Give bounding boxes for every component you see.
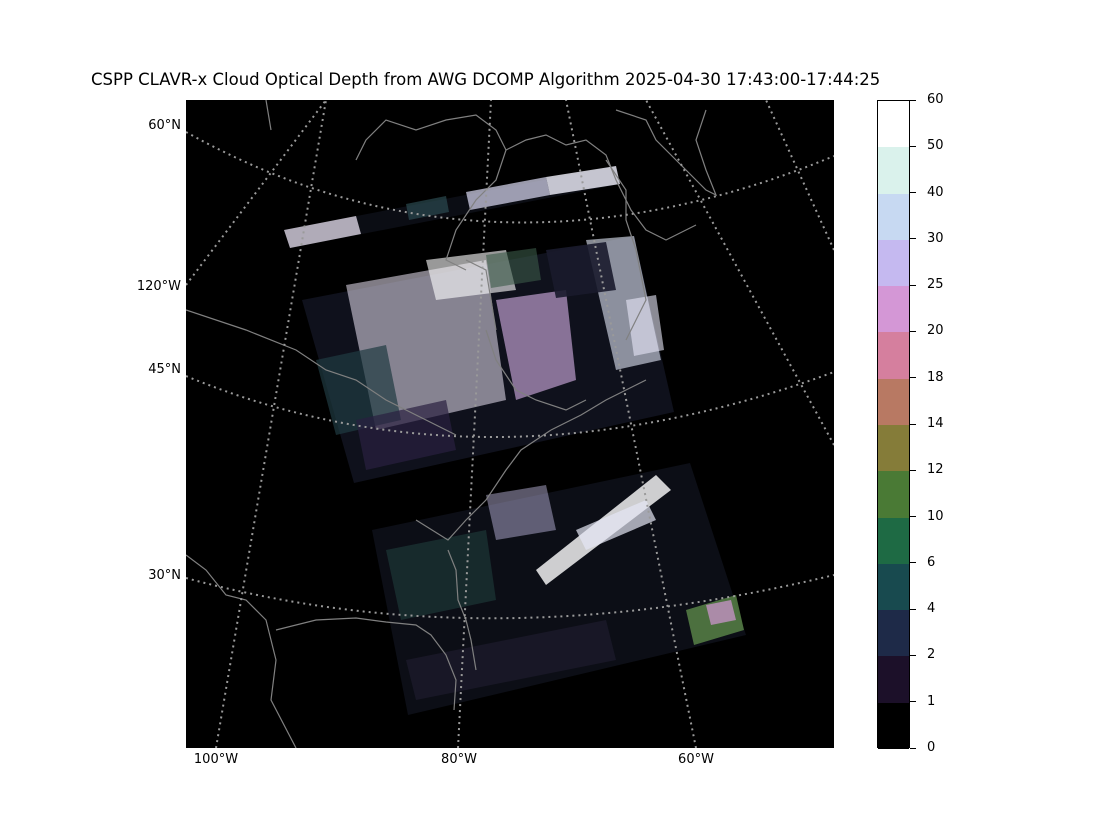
colorbar-tick-label: 18 xyxy=(927,369,944,385)
colorbar-tick-label: 6 xyxy=(927,554,936,570)
colorbar-tick xyxy=(910,469,916,471)
colorbar-tick xyxy=(910,192,916,194)
map-panel xyxy=(186,100,834,748)
swath-south xyxy=(372,463,746,715)
colorbar-tick xyxy=(910,562,916,564)
colorbar xyxy=(877,100,910,749)
lat-label-60n: 60°N xyxy=(148,118,181,133)
colorbar-tick-label: 30 xyxy=(927,230,944,246)
colorbar-tick-label: 0 xyxy=(927,740,936,755)
colorbar-tick xyxy=(910,377,916,379)
colorbar-tick xyxy=(910,516,916,518)
colorbar-segment xyxy=(878,378,909,425)
colorbar-segment xyxy=(878,332,909,379)
colorbar-tick-label: 14 xyxy=(927,416,944,431)
colorbar-segment xyxy=(878,425,909,472)
colorbar-tick-label: 2 xyxy=(927,647,936,663)
colorbar-segment xyxy=(878,193,909,240)
lon-label-120w: 120°W xyxy=(136,279,181,294)
colorbar-segment xyxy=(878,147,909,194)
graticule xyxy=(186,100,834,748)
figure-title: CSPP CLAVR-x Cloud Optical Depth from AW… xyxy=(91,70,881,89)
colorbar-tick xyxy=(910,654,916,656)
colorbar-segment xyxy=(878,517,909,564)
colorbar-tick xyxy=(910,145,916,147)
colorbar-segment xyxy=(878,471,909,518)
lon-label-80w: 80°W xyxy=(441,752,477,767)
colorbar-tick-label: 10 xyxy=(927,508,944,524)
coastlines xyxy=(186,100,718,748)
colorbar-segment xyxy=(878,286,909,333)
colorbar-tick-label: 1 xyxy=(927,693,936,709)
colorbar-tick xyxy=(910,701,916,703)
colorbar-tick-label: 4 xyxy=(927,601,936,617)
colorbar-tick-label: 20 xyxy=(927,323,944,339)
lat-label-45n: 45°N xyxy=(148,362,181,377)
colorbar-segment xyxy=(878,702,909,749)
colorbar-segment xyxy=(878,610,909,657)
colorbar-tick xyxy=(910,608,916,610)
lon-label-60w: 60°W xyxy=(678,752,714,767)
lon-label-100w: 100°W xyxy=(193,752,239,767)
colorbar-tick xyxy=(910,330,916,332)
colorbar-segment xyxy=(878,656,909,703)
colorbar-tick xyxy=(910,99,916,101)
swath-central xyxy=(302,236,674,483)
colorbar-tick-label: 12 xyxy=(927,462,944,478)
colorbar-tick xyxy=(910,747,916,749)
lat-label-30n: 30°N xyxy=(148,568,181,583)
colorbar-segment xyxy=(878,101,909,148)
colorbar-tick xyxy=(910,423,916,425)
colorbar-tick xyxy=(910,284,916,286)
colorbar-segment xyxy=(878,563,909,611)
colorbar-segment xyxy=(878,239,909,287)
colorbar-tick-label: 60 xyxy=(927,92,944,107)
colorbar-tick-label: 50 xyxy=(927,138,944,154)
colorbar-tick xyxy=(910,238,916,240)
map-svg xyxy=(186,100,834,748)
colorbar-tick-label: 25 xyxy=(927,277,944,293)
colorbar-tick-label: 40 xyxy=(927,184,944,200)
swath-north-strip xyxy=(284,166,620,248)
